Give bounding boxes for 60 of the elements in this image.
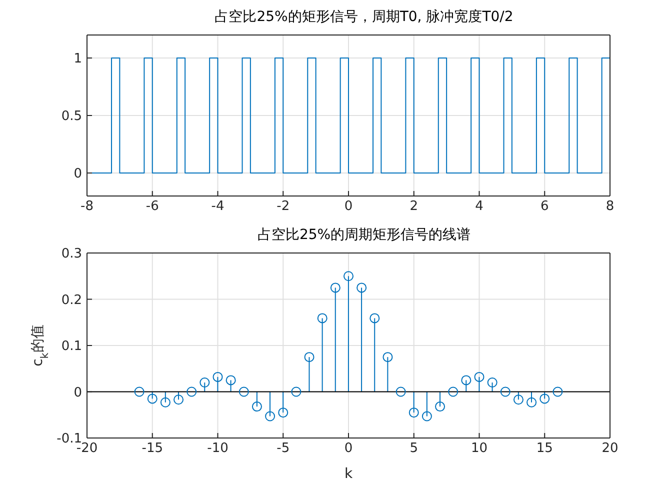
point (186, 386, 197, 397)
x-tick-label: -2 (276, 199, 290, 214)
x-tick-label: -15 (142, 441, 163, 456)
x-tick-label: 2 (410, 199, 418, 214)
chart-title: 占空比25%的周期矩形信号的线谱 (256, 226, 472, 244)
x-tick-label: 20 (602, 441, 618, 456)
point (422, 411, 432, 422)
x-axis-title: k (344, 466, 354, 482)
x-tick-label: 0 (344, 199, 353, 214)
point (291, 386, 302, 397)
y-tick-label: 0.5 (61, 109, 82, 124)
point (382, 352, 393, 362)
chart-title: 占空比25%的矩形信号，周期T0, 脉冲宽度T0/2 (214, 8, 514, 26)
point (330, 282, 340, 293)
point (160, 397, 170, 408)
y-tick-label: 0.3 (61, 246, 82, 262)
x-tick-label: -8 (80, 199, 94, 214)
point (370, 313, 380, 324)
y-tick-label: 0 (74, 166, 82, 182)
y-tick-label: 1 (74, 52, 82, 67)
point (513, 394, 524, 405)
point (344, 271, 354, 282)
point (238, 386, 249, 397)
y-tick-label: 0 (74, 385, 82, 400)
point (396, 386, 406, 397)
x-tick-label: 6 (540, 199, 549, 214)
point (147, 394, 158, 404)
point (474, 372, 484, 382)
point (448, 386, 458, 397)
point (252, 402, 262, 412)
x-tick-label: 5 (410, 441, 418, 456)
point (500, 386, 510, 397)
x-tick-label: -4 (211, 199, 224, 214)
point (356, 282, 367, 293)
point (304, 352, 314, 362)
point (134, 386, 144, 397)
point (212, 372, 223, 382)
x-tick-label: -10 (207, 441, 228, 456)
point (317, 313, 328, 324)
x-tick-label: 8 (606, 199, 614, 214)
point (174, 394, 184, 405)
x-tick-label: -6 (146, 199, 159, 214)
point (487, 378, 498, 388)
point (552, 386, 563, 397)
point (526, 397, 537, 408)
point (461, 375, 472, 386)
y-tick-label: 0.2 (61, 292, 82, 308)
point (435, 402, 446, 412)
x-tick-label: 10 (470, 441, 488, 456)
point (540, 394, 550, 404)
x-tick-label: 4 (475, 199, 484, 214)
y-tick-label: 0.1 (61, 339, 82, 354)
point (278, 408, 288, 418)
x-tick-label: -5 (276, 441, 290, 456)
point (226, 375, 236, 386)
point (408, 408, 419, 418)
x-tick-label: 0 (344, 441, 353, 456)
x-tick-label: 15 (536, 441, 553, 456)
point (265, 411, 276, 422)
point (200, 378, 210, 388)
